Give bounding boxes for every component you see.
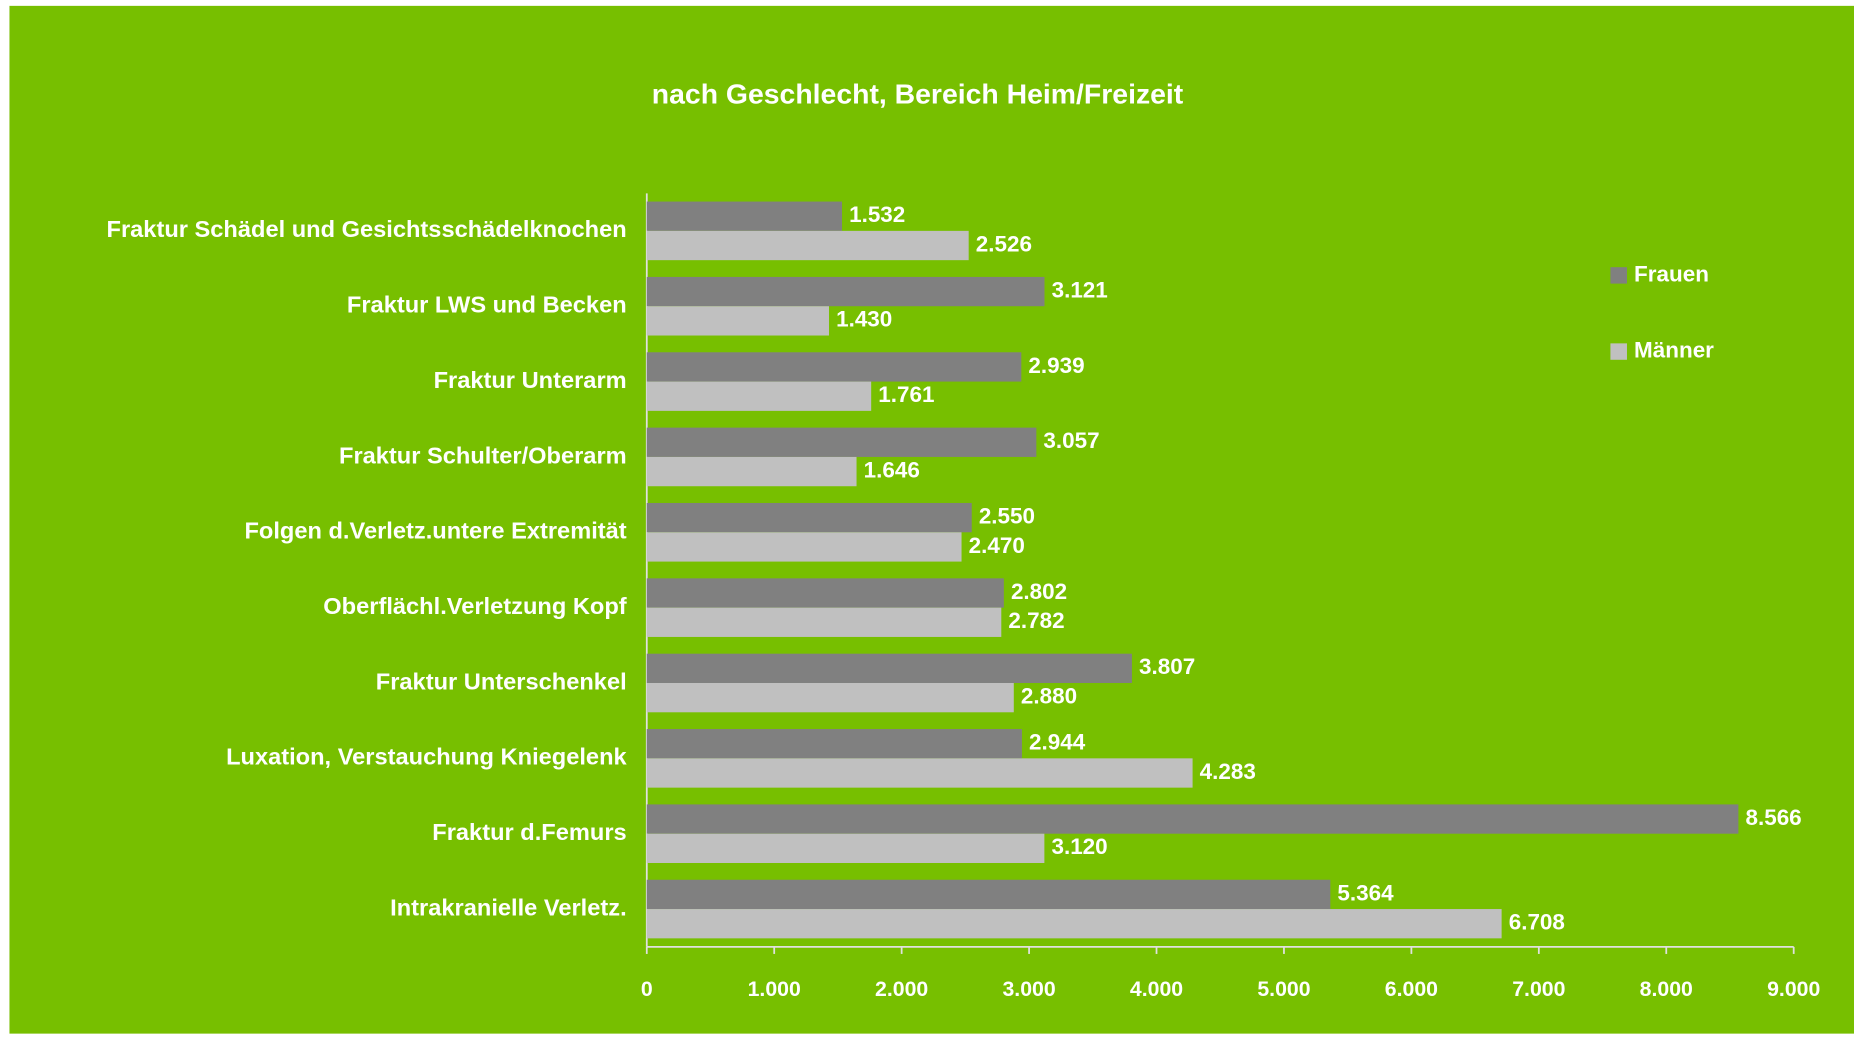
bar [646, 502, 972, 533]
bar [646, 804, 1739, 834]
value-label: 1.761 [878, 382, 934, 407]
bar [646, 909, 1502, 939]
x-tick-label: 0 [641, 978, 653, 1001]
x-tick-label: 7.000 [1512, 978, 1565, 1001]
x-tick-label: 9.000 [1767, 978, 1820, 1001]
value-label: 2.939 [1028, 353, 1084, 378]
bar [646, 682, 1014, 713]
legend-label: Männer [1634, 338, 1714, 363]
value-label: 3.121 [1052, 278, 1108, 303]
bar [646, 456, 857, 487]
value-label: 4.283 [1200, 759, 1256, 784]
bar [646, 201, 843, 231]
value-label: 2.550 [979, 504, 1035, 529]
value-label: 6.708 [1509, 910, 1565, 935]
value-label: 3.807 [1139, 654, 1195, 679]
legend-label: Frauen [1634, 261, 1709, 286]
value-label: 5.364 [1337, 880, 1394, 905]
category-label: Fraktur Schädel und Gesichtsschädelknoch… [107, 216, 627, 242]
category-label: Folgen d.Verletz.untere Extremität [244, 518, 626, 544]
bar [646, 381, 872, 411]
x-tick-label: 2.000 [875, 978, 928, 1001]
legend-swatch [1610, 343, 1627, 360]
bar [646, 833, 1045, 863]
x-tick-label: 8.000 [1640, 978, 1693, 1001]
x-tick-label: 1.000 [748, 978, 801, 1001]
value-label: 1.532 [849, 202, 905, 227]
value-label: 8.566 [1745, 805, 1801, 830]
bar [646, 306, 830, 336]
bar [646, 729, 1022, 759]
value-label: 2.802 [1011, 579, 1067, 604]
category-label: Intrakranielle Verletz. [390, 895, 626, 921]
category-label: Fraktur Schulter/Oberarm [339, 442, 627, 468]
x-tick-label: 4.000 [1130, 978, 1183, 1001]
category-label: Fraktur Unterarm [434, 367, 627, 393]
chart-subtitle: nach Geschlecht, Bereich Heim/Freizeit [652, 78, 1184, 110]
value-label: 1.646 [864, 458, 920, 483]
legend-swatch [1610, 267, 1627, 284]
bar [646, 230, 969, 261]
value-label: 2.880 [1021, 684, 1077, 709]
bar [646, 276, 1045, 307]
value-label: 3.120 [1051, 834, 1107, 859]
x-tick-label: 6.000 [1385, 978, 1438, 1001]
value-label: 2.526 [976, 231, 1032, 256]
bar [646, 758, 1193, 788]
value-label: 1.430 [836, 307, 892, 332]
bar [646, 879, 1331, 910]
value-label: 3.057 [1043, 428, 1099, 453]
x-tick-label: 5.000 [1257, 978, 1310, 1001]
category-label: Fraktur LWS und Becken [347, 292, 627, 318]
bar [646, 427, 1037, 457]
bar [646, 607, 1002, 637]
value-label: 2.944 [1029, 730, 1086, 755]
bar [646, 578, 1004, 608]
bar [646, 532, 962, 562]
category-label: Fraktur d.Femurs [432, 819, 626, 845]
value-label: 2.470 [969, 533, 1025, 558]
category-label: Luxation, Verstauchung Kniegelenk [226, 744, 627, 770]
x-tick-label: 3.000 [1002, 978, 1055, 1001]
bar [646, 653, 1132, 683]
value-label: 2.782 [1008, 608, 1064, 633]
category-label: Fraktur Unterschenkel [376, 668, 627, 694]
bar [646, 352, 1022, 382]
category-label: Oberflächl.Verletzung Kopf [323, 593, 627, 619]
